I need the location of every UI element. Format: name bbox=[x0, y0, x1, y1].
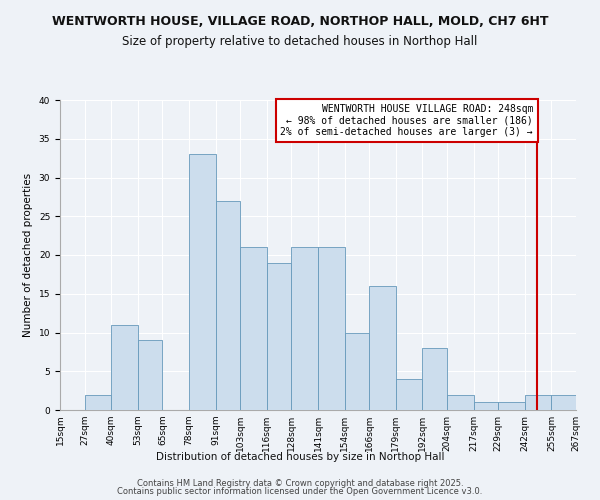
Y-axis label: Number of detached properties: Number of detached properties bbox=[23, 173, 33, 337]
Bar bbox=[240, 247, 267, 410]
Text: Contains HM Land Registry data © Crown copyright and database right 2025.: Contains HM Land Registry data © Crown c… bbox=[137, 478, 463, 488]
Text: WENTWORTH HOUSE, VILLAGE ROAD, NORTHOP HALL, MOLD, CH7 6HT: WENTWORTH HOUSE, VILLAGE ROAD, NORTHOP H… bbox=[52, 15, 548, 28]
Bar bbox=[498, 402, 525, 410]
Bar bbox=[344, 332, 369, 410]
Bar bbox=[396, 379, 422, 410]
Bar bbox=[111, 325, 138, 410]
Bar bbox=[292, 247, 318, 410]
Bar bbox=[576, 402, 600, 410]
Bar bbox=[525, 394, 551, 410]
Text: Contains public sector information licensed under the Open Government Licence v3: Contains public sector information licen… bbox=[118, 487, 482, 496]
Bar bbox=[138, 340, 163, 410]
Bar bbox=[85, 394, 111, 410]
Bar bbox=[318, 247, 344, 410]
Bar bbox=[369, 286, 396, 410]
Text: Distribution of detached houses by size in Northop Hall: Distribution of detached houses by size … bbox=[156, 452, 444, 462]
Bar bbox=[447, 394, 473, 410]
Text: WENTWORTH HOUSE VILLAGE ROAD: 248sqm
← 98% of detached houses are smaller (186)
: WENTWORTH HOUSE VILLAGE ROAD: 248sqm ← 9… bbox=[280, 104, 533, 137]
Bar bbox=[267, 263, 292, 410]
Bar bbox=[215, 200, 240, 410]
Bar bbox=[473, 402, 498, 410]
Bar bbox=[189, 154, 215, 410]
Bar bbox=[551, 394, 576, 410]
Text: Size of property relative to detached houses in Northop Hall: Size of property relative to detached ho… bbox=[122, 35, 478, 48]
Bar bbox=[422, 348, 447, 410]
